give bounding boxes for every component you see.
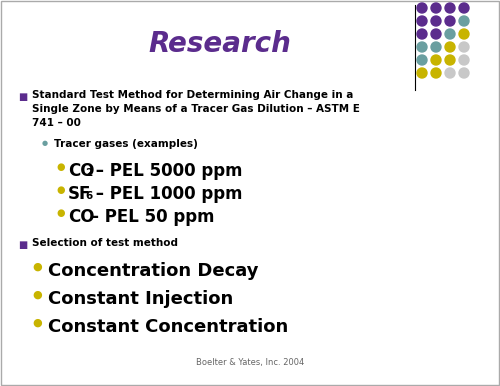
Circle shape <box>459 42 469 52</box>
Text: Concentration Decay: Concentration Decay <box>48 262 258 280</box>
Text: Selection of test method: Selection of test method <box>32 238 178 248</box>
Circle shape <box>445 3 455 13</box>
Circle shape <box>431 3 441 13</box>
Text: Standard Test Method for Determining Air Change in a
Single Zone by Means of a T: Standard Test Method for Determining Air… <box>32 90 360 128</box>
Circle shape <box>445 42 455 52</box>
Circle shape <box>417 29 427 39</box>
Text: ●: ● <box>32 262 42 272</box>
Text: Boelter & Yates, Inc. 2004: Boelter & Yates, Inc. 2004 <box>196 358 304 367</box>
Circle shape <box>459 68 469 78</box>
Circle shape <box>417 16 427 26</box>
Circle shape <box>445 29 455 39</box>
Text: SF: SF <box>68 185 92 203</box>
Text: – PEL 50 ppm: – PEL 50 ppm <box>85 208 214 226</box>
Circle shape <box>445 68 455 78</box>
Text: Constant Concentration: Constant Concentration <box>48 318 288 336</box>
Circle shape <box>459 55 469 65</box>
Text: Tracer gases (examples): Tracer gases (examples) <box>54 139 198 149</box>
Text: – PEL 5000 ppm: – PEL 5000 ppm <box>90 162 243 180</box>
Circle shape <box>459 16 469 26</box>
Circle shape <box>431 29 441 39</box>
Text: Research: Research <box>148 30 292 58</box>
Circle shape <box>417 68 427 78</box>
Circle shape <box>431 55 441 65</box>
Text: ●: ● <box>56 162 64 172</box>
Text: CO: CO <box>68 208 94 226</box>
Text: ●: ● <box>32 318 42 328</box>
Circle shape <box>431 16 441 26</box>
Circle shape <box>417 3 427 13</box>
Circle shape <box>445 55 455 65</box>
Circle shape <box>459 3 469 13</box>
Text: 6: 6 <box>85 191 92 201</box>
Text: ■: ■ <box>18 240 27 250</box>
Circle shape <box>431 68 441 78</box>
Text: ●: ● <box>56 208 64 218</box>
Circle shape <box>459 29 469 39</box>
Text: ●: ● <box>32 290 42 300</box>
Text: ●: ● <box>56 185 64 195</box>
Text: CO: CO <box>68 162 94 180</box>
Circle shape <box>417 42 427 52</box>
Text: Constant Injection: Constant Injection <box>48 290 233 308</box>
Circle shape <box>431 42 441 52</box>
Text: ■: ■ <box>18 92 27 102</box>
Circle shape <box>417 55 427 65</box>
Text: ●: ● <box>42 140 48 146</box>
Text: 2: 2 <box>85 168 92 178</box>
Circle shape <box>445 16 455 26</box>
Text: – PEL 1000 ppm: – PEL 1000 ppm <box>90 185 243 203</box>
